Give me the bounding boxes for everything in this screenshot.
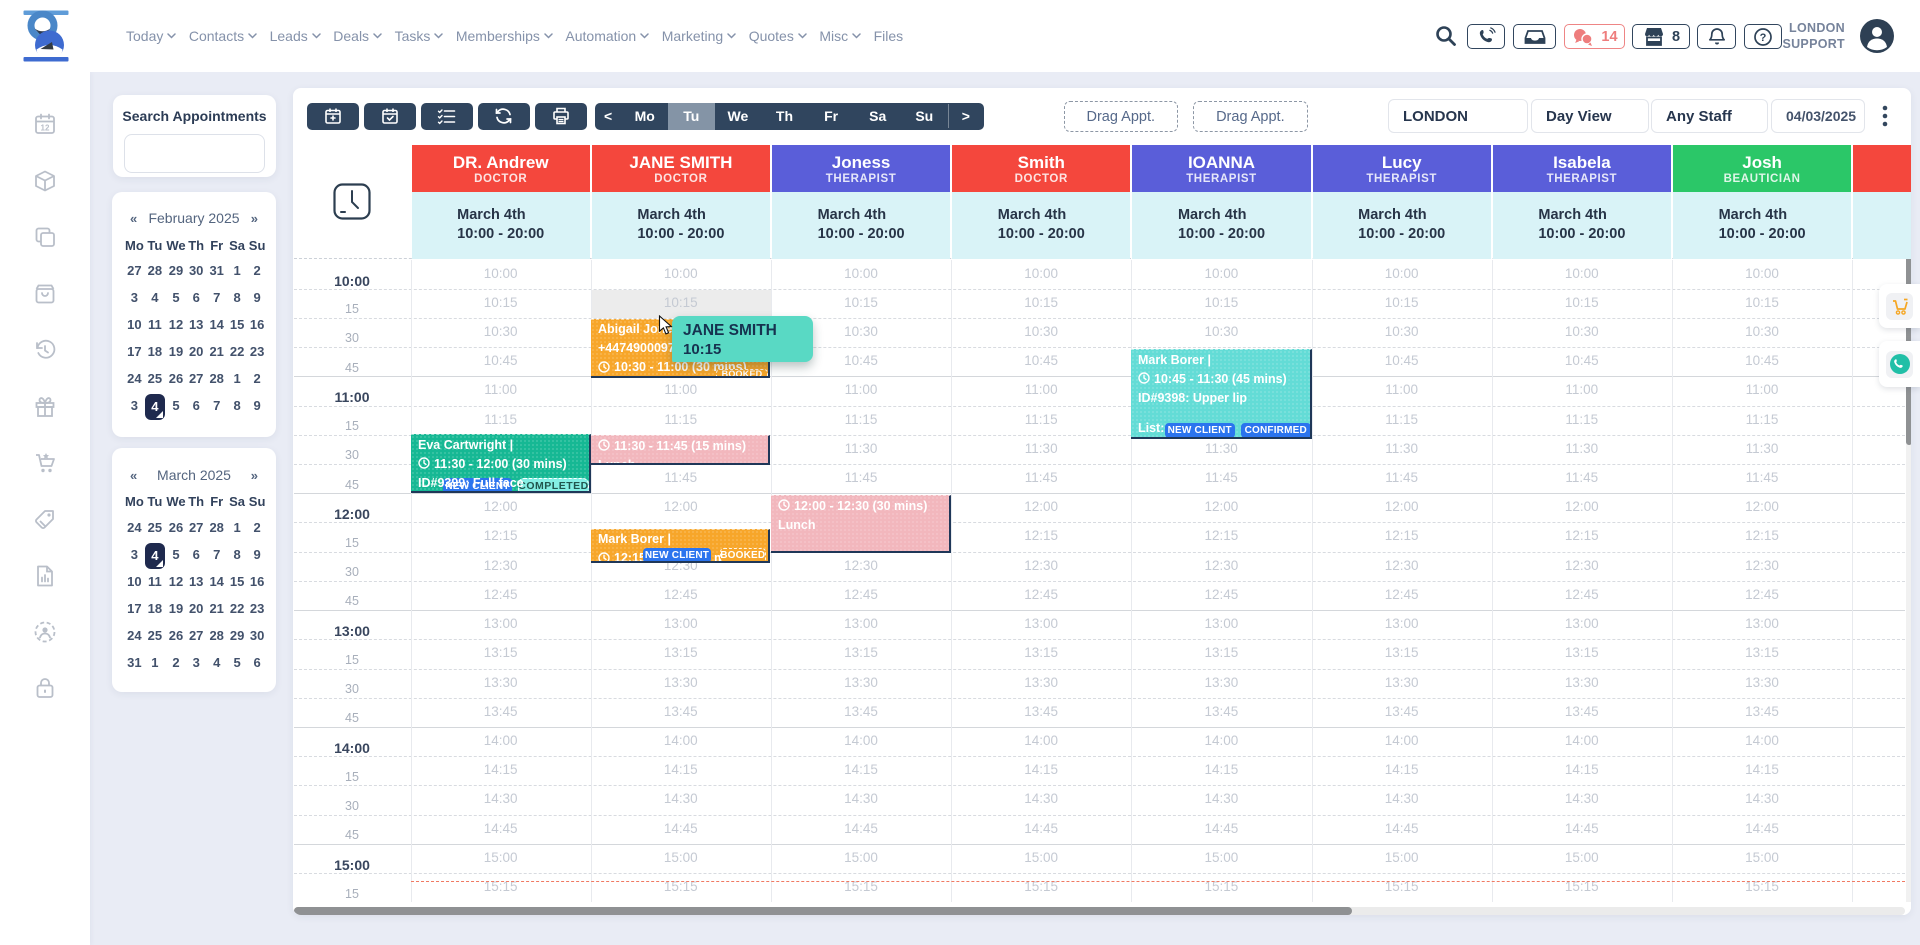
svg-text:12: 12 bbox=[41, 124, 50, 133]
svg-text:?: ? bbox=[1760, 32, 1767, 44]
